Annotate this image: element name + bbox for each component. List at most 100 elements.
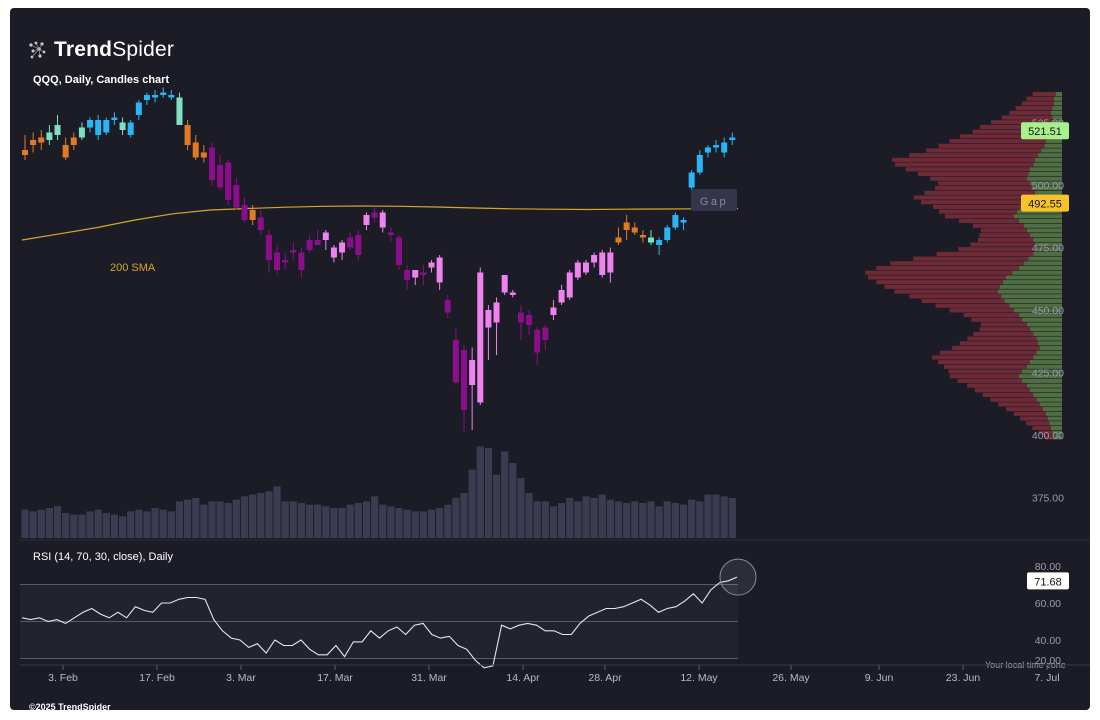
candle-body: [428, 262, 435, 268]
rsi-panel[interactable]: 40.00 60.00 80.00 20.00 71.68: [20, 558, 1069, 669]
profile-bar-up: [1014, 214, 1062, 219]
volume-bar: [663, 501, 671, 538]
profile-bar-up: [1044, 143, 1062, 148]
gap-box: [691, 189, 737, 211]
price-tick-label: 500.00: [1032, 180, 1064, 192]
volume-bar: [265, 491, 273, 538]
profile-bar-up: [1038, 153, 1062, 158]
profile-bar-down: [939, 209, 1018, 214]
candle-body: [461, 350, 468, 410]
profile-bar-down: [959, 218, 1019, 224]
candle-body: [566, 272, 573, 298]
candle-body: [721, 142, 728, 153]
candle-body: [387, 232, 394, 235]
profile-bar-down: [938, 143, 1045, 148]
candle-body: [30, 140, 37, 145]
volume-bar: [322, 506, 330, 538]
candle-body: [485, 310, 492, 328]
profile-bar-down: [865, 270, 1013, 275]
candle-body: [729, 137, 736, 140]
candle-body: [526, 315, 533, 325]
candle-body: [542, 327, 549, 340]
volume-bar: [257, 493, 265, 538]
profile-bar-down: [1032, 92, 1056, 97]
candle-body: [615, 237, 622, 243]
volume-bar: [728, 498, 736, 538]
volume-bar: [110, 514, 119, 538]
volume-bar: [436, 508, 444, 538]
profile-bar-up: [1018, 313, 1062, 318]
price-axis[interactable]: 375.00400.00425.00450.00475.00500.00525.…: [1021, 118, 1069, 505]
profile-bar-up: [1054, 101, 1062, 106]
rsi-highlight-circle: [719, 558, 757, 596]
time-tick-label: 14. Apr: [506, 672, 540, 684]
last-price-badge-bg: [1021, 122, 1069, 140]
profile-bar-up: [1028, 171, 1062, 177]
time-tick-label: 12. May: [680, 672, 718, 684]
candle-body: [38, 137, 45, 143]
profile-bar-up: [1026, 322, 1062, 327]
profile-bar-up: [1042, 407, 1062, 412]
profile-bar-up: [1033, 162, 1062, 167]
candles[interactable]: [22, 87, 736, 433]
time-tick-label: 28. Apr: [588, 672, 622, 684]
profile-bar-up: [1022, 378, 1062, 383]
profile-bar-down: [1044, 435, 1054, 440]
profile-bar-down: [959, 341, 1038, 346]
volume-bar: [370, 496, 379, 538]
volume-bars: [21, 446, 736, 538]
profile-bar-up: [1018, 266, 1062, 271]
profile-bar-down: [1015, 106, 1053, 111]
time-axis[interactable]: 3. Feb 17. Feb 3. Mar 17. Mar 31. Mar 14. Apr…: [20, 664, 1090, 684]
volume-bar: [598, 494, 606, 538]
volume-bar: [720, 496, 728, 538]
volume-bar: [517, 478, 525, 538]
profile-bar-up: [1022, 369, 1062, 374]
volume-bar: [533, 501, 541, 538]
time-tick-label: 17. Mar: [317, 672, 353, 684]
profile-bar-up: [1030, 360, 1062, 365]
candle-body: [200, 152, 207, 158]
candle-body: [501, 275, 508, 293]
candle-body: [713, 145, 720, 148]
volume-bar: [492, 474, 501, 538]
volume-bar: [484, 448, 493, 538]
time-tick-label: 3. Feb: [48, 672, 78, 684]
profile-bar-up: [1033, 355, 1062, 360]
volume-bar: [476, 446, 484, 538]
volume-bar: [427, 509, 436, 538]
profile-bar-down: [1021, 101, 1054, 106]
time-tick-label: 9. Jun: [865, 672, 894, 684]
volume-bar: [29, 511, 37, 538]
candle-body: [664, 227, 671, 240]
profile-bar-down: [980, 322, 1027, 327]
volume-bar: [143, 511, 151, 538]
profile-bar-down: [949, 374, 1019, 379]
volume-bar: [94, 509, 102, 538]
volume-bar: [606, 499, 614, 538]
profile-bar-down: [933, 204, 1021, 209]
profile-bar-up: [1050, 425, 1062, 430]
volume-bar: [70, 514, 78, 538]
profile-bar-up: [1033, 331, 1062, 336]
brand-logo: TrendSpider: [28, 36, 174, 64]
volume-bar: [62, 513, 70, 538]
profile-bar-up: [1023, 261, 1062, 266]
profile-bar-down: [1032, 425, 1051, 430]
profile-bar-down: [939, 350, 1037, 355]
candle-body: [70, 137, 77, 145]
volume-bar: [411, 511, 419, 538]
candle-body: [648, 237, 655, 243]
candle-body: [314, 240, 321, 245]
brand-name-bold: Trend: [54, 38, 113, 61]
profile-bar-up: [1026, 383, 1062, 388]
candle-body: [282, 260, 289, 263]
candle-body: [22, 150, 28, 155]
profile-bar-down: [930, 176, 1027, 181]
candle-body: [249, 210, 256, 220]
candle-body: [371, 212, 378, 218]
rsi-value-badge: 71.68: [1034, 576, 1062, 588]
candle-body: [599, 252, 606, 275]
profile-bar-up: [1036, 350, 1062, 355]
